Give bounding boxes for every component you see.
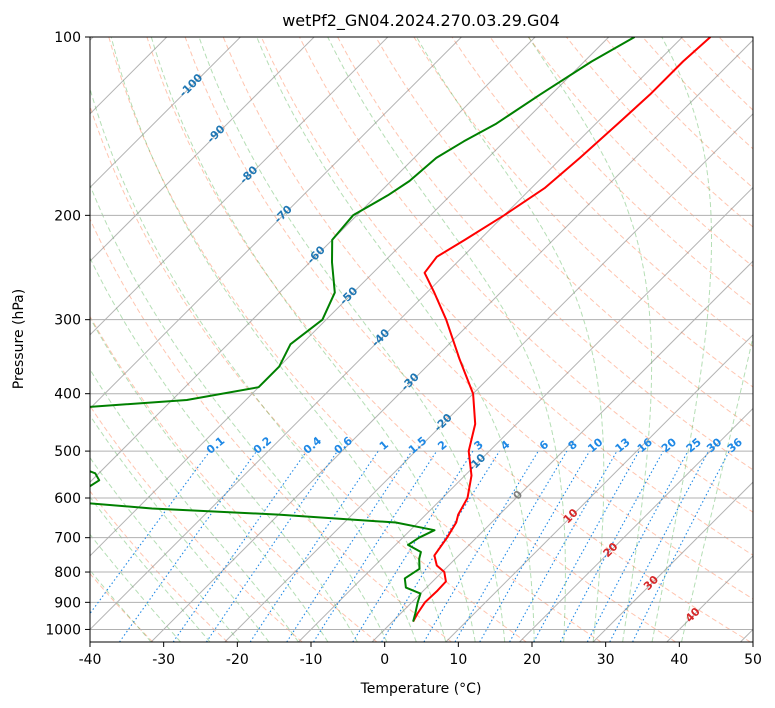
dry-adiabat-line bbox=[451, 37, 753, 348]
plot-frame bbox=[89, 36, 754, 643]
moist-adiabat-line bbox=[327, 37, 566, 642]
moist-adiabat-line bbox=[90, 86, 417, 642]
mixing-ratio-line bbox=[172, 450, 308, 642]
y-tick-label: 400 bbox=[54, 387, 81, 403]
y-tick-label: 600 bbox=[54, 491, 81, 507]
dry-adiabat-line bbox=[337, 37, 753, 471]
dry-adiabat-line bbox=[90, 490, 228, 642]
y-axis: 100 200 300 400 500 600 700 800 900 1000 bbox=[45, 30, 90, 638]
dry-adiabat-line bbox=[90, 404, 303, 642]
dry-adiabat-line bbox=[222, 37, 753, 600]
y-tick-label: 900 bbox=[54, 595, 81, 611]
dry-adiabat-line bbox=[108, 37, 602, 642]
moist-adiabat-line bbox=[90, 456, 240, 642]
moist-adiabat-line bbox=[90, 183, 388, 642]
mixing-ratio-line bbox=[632, 450, 730, 642]
y-tick-label: 800 bbox=[54, 565, 81, 581]
isotherm-line bbox=[90, 37, 389, 336]
isotherm-line bbox=[90, 37, 683, 631]
mixing-ratio-line bbox=[352, 450, 474, 642]
dry-adiabat-line bbox=[90, 572, 154, 642]
y-tick-label: 200 bbox=[54, 208, 81, 224]
dry-adiabat-line bbox=[413, 37, 753, 388]
background-lines bbox=[90, 37, 775, 642]
x-tick-label: -40 bbox=[79, 652, 102, 668]
x-tick-label: 0 bbox=[380, 652, 389, 668]
dewpoint-line bbox=[90, 37, 636, 622]
x-tick-label: 10 bbox=[449, 652, 467, 668]
moist-adiabat-line bbox=[528, 37, 653, 642]
mixing-ratio-line bbox=[509, 450, 618, 642]
dry-adiabat-line bbox=[146, 37, 676, 642]
x-axis-label: Temperature (°C) bbox=[360, 681, 482, 697]
y-tick-label: 100 bbox=[54, 30, 81, 46]
moist-adiabat-line bbox=[681, 334, 753, 642]
isotherm-line bbox=[592, 481, 753, 642]
moist-adiabat-line bbox=[416, 37, 605, 642]
isotherm-line bbox=[371, 260, 753, 642]
moist-adiabat-line bbox=[198, 37, 506, 642]
x-axis: -40 -30 -20 -10 0 10 20 30 40 50 bbox=[79, 642, 762, 668]
isotherm-line bbox=[519, 407, 753, 642]
mixing-ratio-line bbox=[286, 450, 413, 642]
dry-adiabat-line bbox=[90, 105, 527, 642]
x-tick-label: 30 bbox=[597, 652, 615, 668]
isotherm-line bbox=[90, 37, 536, 483]
mixing-ratio-line bbox=[313, 450, 438, 642]
x-tick-label: -10 bbox=[300, 652, 323, 668]
x-tick-label: 40 bbox=[670, 652, 688, 668]
x-tick-label: 20 bbox=[523, 652, 541, 668]
isotherm-line bbox=[224, 113, 753, 642]
isotherm-line bbox=[90, 37, 241, 189]
x-tick-label: -20 bbox=[226, 652, 249, 668]
moist-adiabat-line bbox=[150, 37, 476, 642]
isotherm-line bbox=[445, 334, 753, 642]
moist-adiabat-line bbox=[90, 414, 270, 642]
mixing-ratio-line bbox=[533, 450, 640, 642]
y-tick-label: 700 bbox=[54, 531, 81, 547]
isotherm-line bbox=[90, 37, 610, 557]
mixing-ratio-line bbox=[249, 450, 379, 642]
moist-adiabat-line bbox=[90, 316, 329, 642]
x-tick-label: -30 bbox=[152, 652, 175, 668]
y-tick-label: 1000 bbox=[45, 622, 81, 638]
temperature-line bbox=[412, 37, 712, 623]
profile-lines bbox=[90, 37, 712, 623]
isotherm-line bbox=[90, 37, 315, 262]
chart-title: wetPf2_GN04.2024.270.03.29.G04 bbox=[282, 11, 560, 31]
y-tick-label: 300 bbox=[54, 313, 81, 329]
isotherm-line bbox=[298, 186, 753, 642]
mixing-ratio-line bbox=[90, 450, 211, 615]
plot-area bbox=[90, 37, 753, 642]
dry-adiabat-line bbox=[260, 37, 753, 556]
mixing-ratio-line bbox=[119, 450, 258, 642]
dry-adiabat-line bbox=[90, 315, 378, 642]
dry-adiabat-line bbox=[757, 37, 775, 642]
x-tick-label: 50 bbox=[744, 652, 762, 668]
mixing-ratio-line bbox=[205, 450, 338, 642]
moist-adiabat-line bbox=[110, 37, 447, 642]
y-tick-label: 500 bbox=[54, 444, 81, 460]
dry-adiabat-line bbox=[90, 217, 452, 642]
moist-adiabat-line bbox=[90, 256, 358, 642]
mixing-ratio-line bbox=[559, 450, 664, 642]
moist-adiabat-line bbox=[651, 37, 712, 642]
y-axis-label: Pressure (hPa) bbox=[11, 289, 27, 389]
isotherm-line bbox=[90, 37, 462, 410]
mixing-ratio-line bbox=[381, 450, 500, 642]
